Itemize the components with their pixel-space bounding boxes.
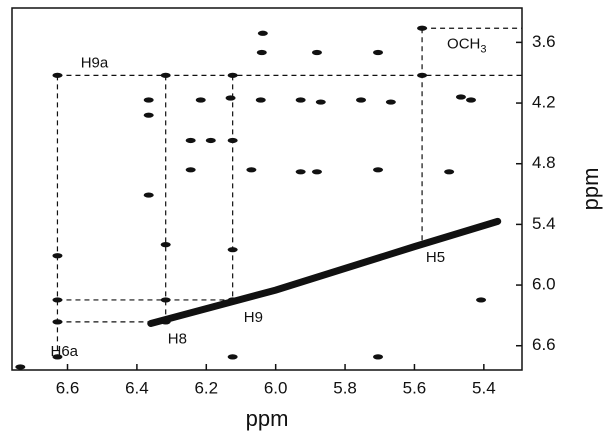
y-tick-label: 4.2 xyxy=(532,93,556,112)
annotation-text: OCH xyxy=(447,35,480,52)
annotation: H9 xyxy=(244,309,263,326)
cross-peak xyxy=(52,72,63,78)
cross-peak xyxy=(256,49,267,56)
cross-peak xyxy=(227,247,238,253)
cross-peak xyxy=(385,99,396,105)
cross-peak xyxy=(295,169,306,175)
cross-peak xyxy=(257,30,268,36)
cross-peak xyxy=(195,97,206,103)
x-tick-label: 6.2 xyxy=(194,378,218,397)
cross-peak xyxy=(185,167,196,173)
x-tick-label: 6.4 xyxy=(125,378,149,397)
cross-peak xyxy=(373,167,384,173)
plot-frame xyxy=(11,7,523,371)
y-tick-label: 4.8 xyxy=(532,153,556,172)
cross-peak xyxy=(160,72,171,78)
x-tick-label: 6.6 xyxy=(56,378,80,397)
cross-peak xyxy=(143,112,154,118)
cross-peak xyxy=(373,49,384,56)
cross-peak xyxy=(160,319,171,325)
x-tick-label: 5.6 xyxy=(403,378,427,397)
annotation-text: H8 xyxy=(168,331,187,348)
cross-peak xyxy=(143,97,154,103)
cross-peak xyxy=(295,97,306,103)
cross-peak xyxy=(160,297,171,303)
diagonal xyxy=(147,217,502,327)
cross-peak xyxy=(52,253,63,259)
y-tick-label: 6.6 xyxy=(532,335,556,354)
cross-peak xyxy=(255,97,266,103)
cross-peak xyxy=(315,99,326,105)
cross-peak xyxy=(15,364,26,370)
cross-peak xyxy=(373,354,384,360)
cross-peak xyxy=(205,137,216,144)
cross-peak xyxy=(227,354,238,360)
annotation-text: H6a xyxy=(51,343,79,360)
annotation-text: H9 xyxy=(244,309,263,326)
annotation: H9a xyxy=(81,54,109,71)
x-tick-label: 5.8 xyxy=(333,378,357,397)
annotation-subscript: 3 xyxy=(480,43,486,55)
annotation-text: H5 xyxy=(426,249,445,266)
x-tick-label: 6.0 xyxy=(264,378,288,397)
cross-peak xyxy=(311,49,322,56)
cross-peak xyxy=(466,97,476,103)
cross-peak xyxy=(52,354,63,360)
cross-peak xyxy=(185,137,196,144)
cross-peak xyxy=(225,95,236,101)
cross-peak xyxy=(143,192,154,198)
cross-peak xyxy=(455,94,466,100)
y-tick-label: 3.6 xyxy=(532,32,556,51)
cross-peak xyxy=(444,169,455,175)
annotation: OCH3 xyxy=(447,35,486,55)
cross-peak xyxy=(227,137,238,144)
cross-peak xyxy=(52,297,63,303)
y-axis-title: ppm xyxy=(578,168,603,211)
cross-peak xyxy=(417,72,428,78)
cross-peak xyxy=(227,297,238,303)
cross-peak xyxy=(227,72,238,78)
y-tick-label: 5.4 xyxy=(532,214,556,233)
cross-peak xyxy=(311,169,322,175)
annotation: H8 xyxy=(168,331,187,348)
cross-peak xyxy=(417,25,428,31)
cross-peak xyxy=(476,297,487,303)
cross-peak xyxy=(246,167,257,173)
y-tick-label: 6.0 xyxy=(532,275,556,294)
x-tick-label: 5.4 xyxy=(472,378,496,397)
cross-peak xyxy=(160,242,171,248)
annotation: H5 xyxy=(426,249,445,266)
cross-peak xyxy=(52,319,63,325)
annotation: H6a xyxy=(51,343,79,360)
cross-peak xyxy=(356,97,367,103)
x-axis-title: ppm xyxy=(246,406,289,431)
annotation-text: H9a xyxy=(81,54,109,71)
